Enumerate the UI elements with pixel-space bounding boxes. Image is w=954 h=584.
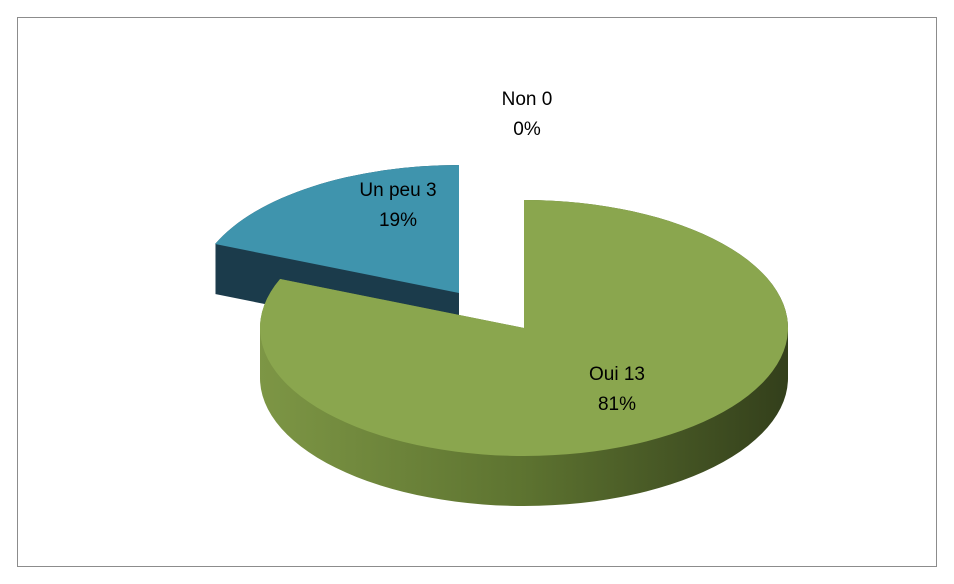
data-label-value: 3 bbox=[426, 180, 437, 201]
data-label-percent: 81% bbox=[598, 394, 636, 415]
data-label-value: 13 bbox=[624, 364, 645, 385]
data-label-category: Non bbox=[502, 89, 537, 110]
slice bbox=[259, 200, 788, 456]
data-label: Oui 13 bbox=[589, 364, 645, 385]
data-label: Un peu 3 bbox=[359, 180, 436, 201]
data-label-category: Oui bbox=[589, 364, 619, 385]
data-label-percent: 19% bbox=[379, 210, 417, 231]
data-label: Non 0 bbox=[502, 89, 553, 110]
slice bbox=[215, 165, 459, 293]
data-label-value: 0 bbox=[542, 89, 553, 110]
data-label-category: Un peu bbox=[359, 180, 420, 201]
data-label-percent: 0% bbox=[513, 119, 541, 140]
